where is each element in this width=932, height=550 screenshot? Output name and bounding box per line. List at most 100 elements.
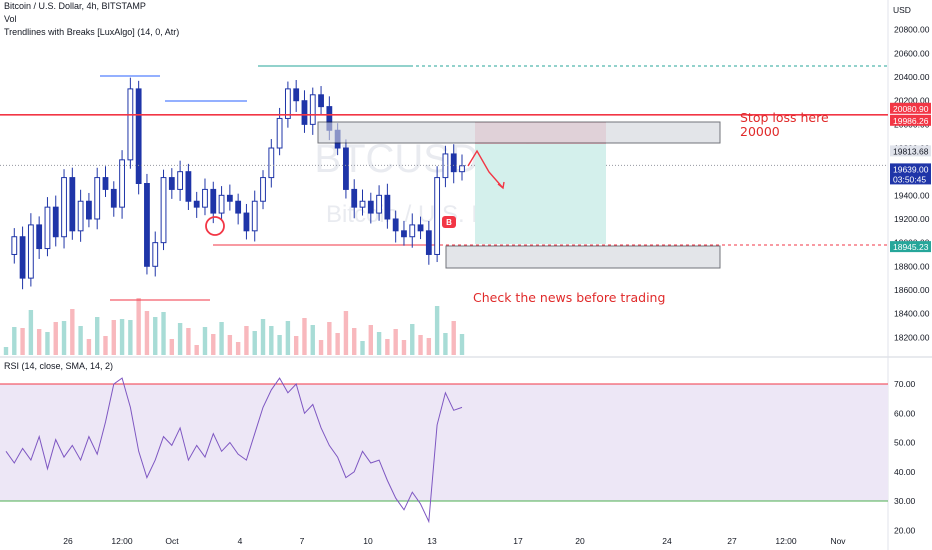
support-box: [445, 245, 721, 269]
volume-bar: [45, 332, 50, 355]
stop-loss-line2: 20000: [740, 124, 780, 139]
volume-bar: [36, 329, 42, 355]
price-tag: [890, 173, 931, 185]
volume-bar: [426, 338, 432, 355]
volume-label: Vol: [4, 14, 17, 24]
candle-body: [392, 218, 399, 232]
candle-body: [144, 183, 150, 267]
time-axis-tick: 26: [63, 536, 73, 546]
price-tag-text: 19986.26: [893, 116, 929, 126]
indicator-label: Trendlines with Breaks [LuxAlgo] (14, 0,…: [4, 27, 180, 37]
volume-bar: [352, 328, 357, 355]
candle-body: [185, 171, 192, 202]
volume-bar: [385, 339, 390, 355]
price-axis-tick: 20800.00: [894, 25, 930, 35]
rsi-header: RSI (14, close, SMA, 14, 2): [4, 361, 114, 371]
price-tag: [890, 102, 931, 114]
projection-arrow: [467, 149, 504, 189]
price-axis-tick: 20600.00: [894, 48, 930, 58]
time-axis-tick: 13: [427, 536, 437, 546]
volume-bar: [128, 320, 133, 355]
rsi-axis-tick: 50.00: [894, 438, 916, 448]
volume-bar: [269, 326, 274, 355]
price-axis-tick: 19200.00: [894, 214, 930, 224]
volume-bar: [401, 340, 407, 355]
rsi-axis-tick: 30.00: [894, 496, 916, 506]
candle-body: [293, 88, 300, 102]
volume-bar: [285, 321, 291, 355]
candle-body: [102, 177, 109, 190]
candle-body: [359, 200, 366, 208]
candle-body: [309, 94, 316, 125]
price-axis-tick: 18600.00: [894, 285, 930, 295]
candle-body: [86, 200, 92, 220]
candle-body: [434, 177, 441, 255]
volume-bar: [177, 323, 183, 355]
price-tag: [890, 145, 931, 157]
candle-body: [351, 188, 358, 208]
candle-body: [69, 177, 76, 232]
candle-body: [36, 224, 43, 250]
candle-body: [417, 224, 424, 232]
candle-body: [61, 177, 67, 238]
candle-body: [425, 230, 432, 255]
price-tag-text: 19639.00: [893, 164, 929, 174]
candle-body: [343, 147, 349, 190]
volume-bar: [343, 311, 349, 355]
rsi-axis-tick: 40.00: [894, 467, 916, 477]
candle-body: [401, 230, 407, 238]
volume-bar: [86, 339, 92, 355]
time-axis-tick: 20: [575, 536, 585, 546]
price-tag-text: 20080.90: [893, 104, 929, 114]
stop-loss-line1: Stop loss here: [740, 110, 829, 125]
volume-bar: [161, 312, 166, 355]
candle-body: [119, 159, 125, 208]
candle-body: [450, 153, 457, 173]
volume-bar: [202, 327, 208, 355]
volume-bar: [3, 347, 9, 355]
candle-body: [459, 165, 465, 173]
candle-body: [77, 200, 84, 232]
candle-body: [44, 206, 51, 250]
candle-body: [177, 171, 184, 190]
volume-bar: [260, 319, 266, 355]
volume-bar: [227, 335, 233, 355]
rsi-axis-tick: 60.00: [894, 408, 916, 418]
candle-body: [284, 88, 291, 119]
volume-bar: [310, 325, 315, 355]
time-axis-tick: 27: [727, 536, 737, 546]
candle-body: [11, 236, 18, 255]
break-badge: [442, 216, 456, 228]
time-axis-tick: 17: [513, 536, 523, 546]
candle-body: [94, 177, 101, 220]
candle-body: [168, 177, 175, 190]
volume-bar: [244, 326, 249, 355]
rsi-axis-tick: 70.00: [894, 379, 916, 389]
candle-body: [243, 212, 250, 232]
projection-arrowhead: [497, 181, 505, 190]
news-note: Check the news before trading: [473, 290, 666, 305]
volume-bar: [28, 310, 34, 355]
rsi-line: [5, 377, 463, 524]
time-axis-tick: 12:00: [775, 536, 797, 546]
volume-bar: [235, 342, 241, 355]
reward-zone: [475, 144, 606, 244]
candle-body: [27, 224, 34, 279]
volume-bar: [144, 311, 150, 355]
price-axis-tick: 18400.00: [894, 309, 930, 319]
candle-body: [160, 177, 167, 244]
time-axis-tick: 4: [238, 536, 243, 546]
price-tag: [890, 114, 931, 126]
volume-bar: [459, 334, 465, 355]
break-badge-text: B: [446, 218, 452, 227]
volume-bar: [136, 298, 141, 355]
volume-bar: [111, 320, 116, 355]
time-axis-tick: 7: [300, 536, 305, 546]
volume-bar: [360, 341, 365, 355]
volume-bar: [169, 339, 175, 355]
candle-body: [193, 200, 200, 208]
resistance-box: [317, 121, 721, 144]
candle-body: [210, 188, 217, 214]
price-axis-tick: 19400.00: [894, 190, 930, 200]
